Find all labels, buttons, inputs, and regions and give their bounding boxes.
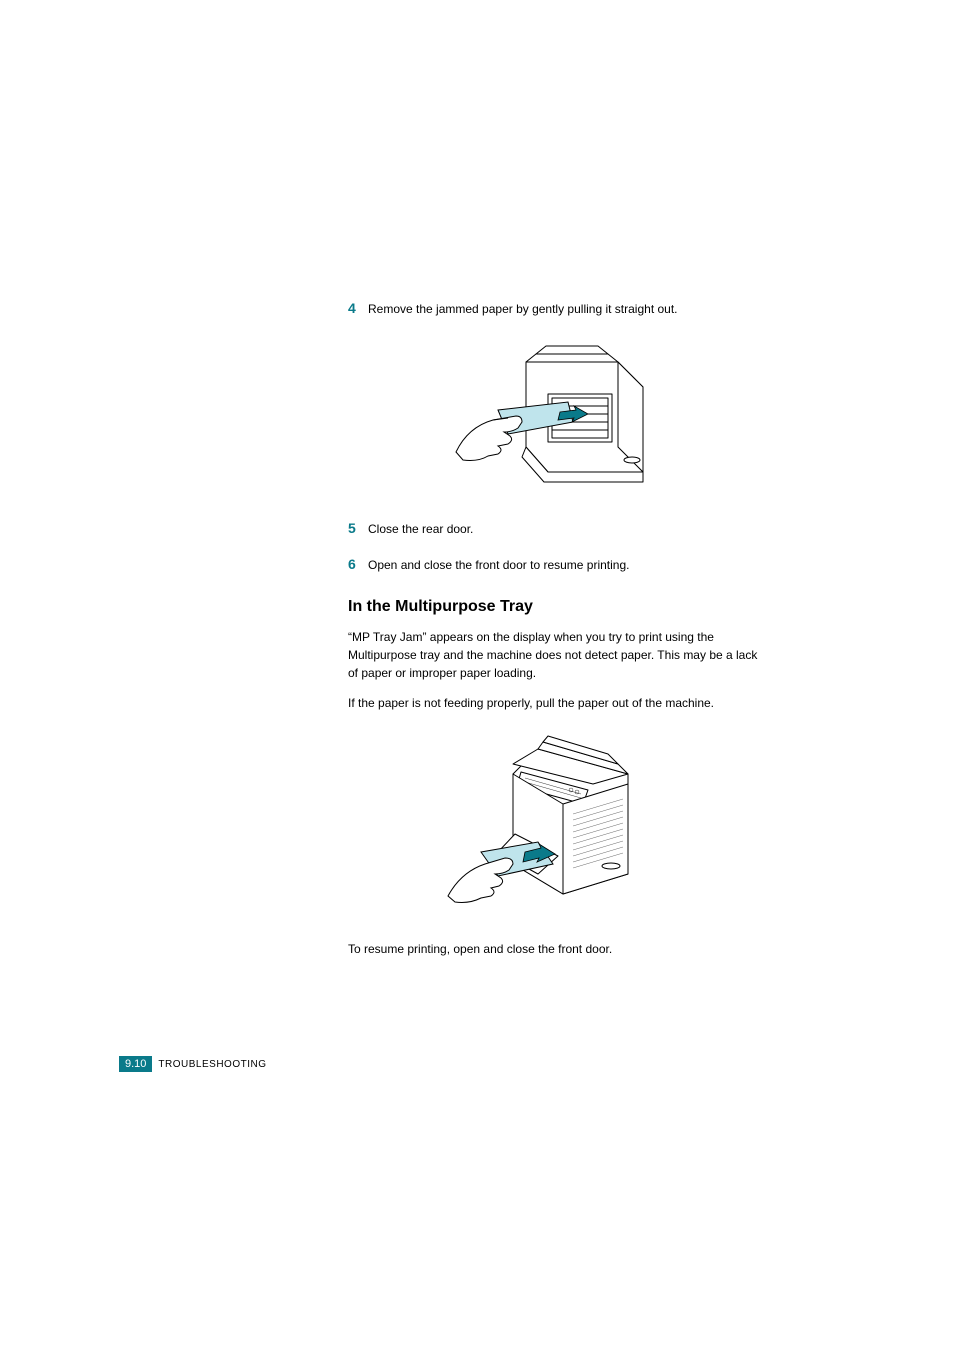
step-number: 6 xyxy=(348,556,368,572)
step-text: Remove the jammed paper by gently pullin… xyxy=(368,300,678,318)
step-6: 6 Open and close the front door to resum… xyxy=(348,556,768,574)
section-paragraph-1: “MP Tray Jam” appears on the display whe… xyxy=(348,628,768,682)
footer-section-label: TROUBLESHOOTING xyxy=(158,1059,266,1070)
section-paragraph-3: To resume printing, open and close the f… xyxy=(348,940,768,958)
section-heading: In the Multipurpose Tray xyxy=(348,598,768,616)
section-paragraph-2: If the paper is not feeding properly, pu… xyxy=(348,694,768,712)
illustration-mp-tray xyxy=(443,724,673,924)
step-4: 4 Remove the jammed paper by gently pull… xyxy=(348,300,768,318)
footer-label-rest: ROUBLESHOOTING xyxy=(165,1059,266,1070)
step-text: Open and close the front door to resume … xyxy=(368,556,630,574)
step-5: 5 Close the rear door. xyxy=(348,520,768,538)
page-number-badge: 9.10 xyxy=(119,1056,152,1072)
illustration-rear-door xyxy=(448,332,668,502)
step-text: Close the rear door. xyxy=(368,520,473,538)
step-number: 5 xyxy=(348,520,368,536)
page-content: 4 Remove the jammed paper by gently pull… xyxy=(348,300,768,970)
page-footer: 9.10 TROUBLESHOOTING xyxy=(119,1056,267,1072)
step-number: 4 xyxy=(348,300,368,316)
